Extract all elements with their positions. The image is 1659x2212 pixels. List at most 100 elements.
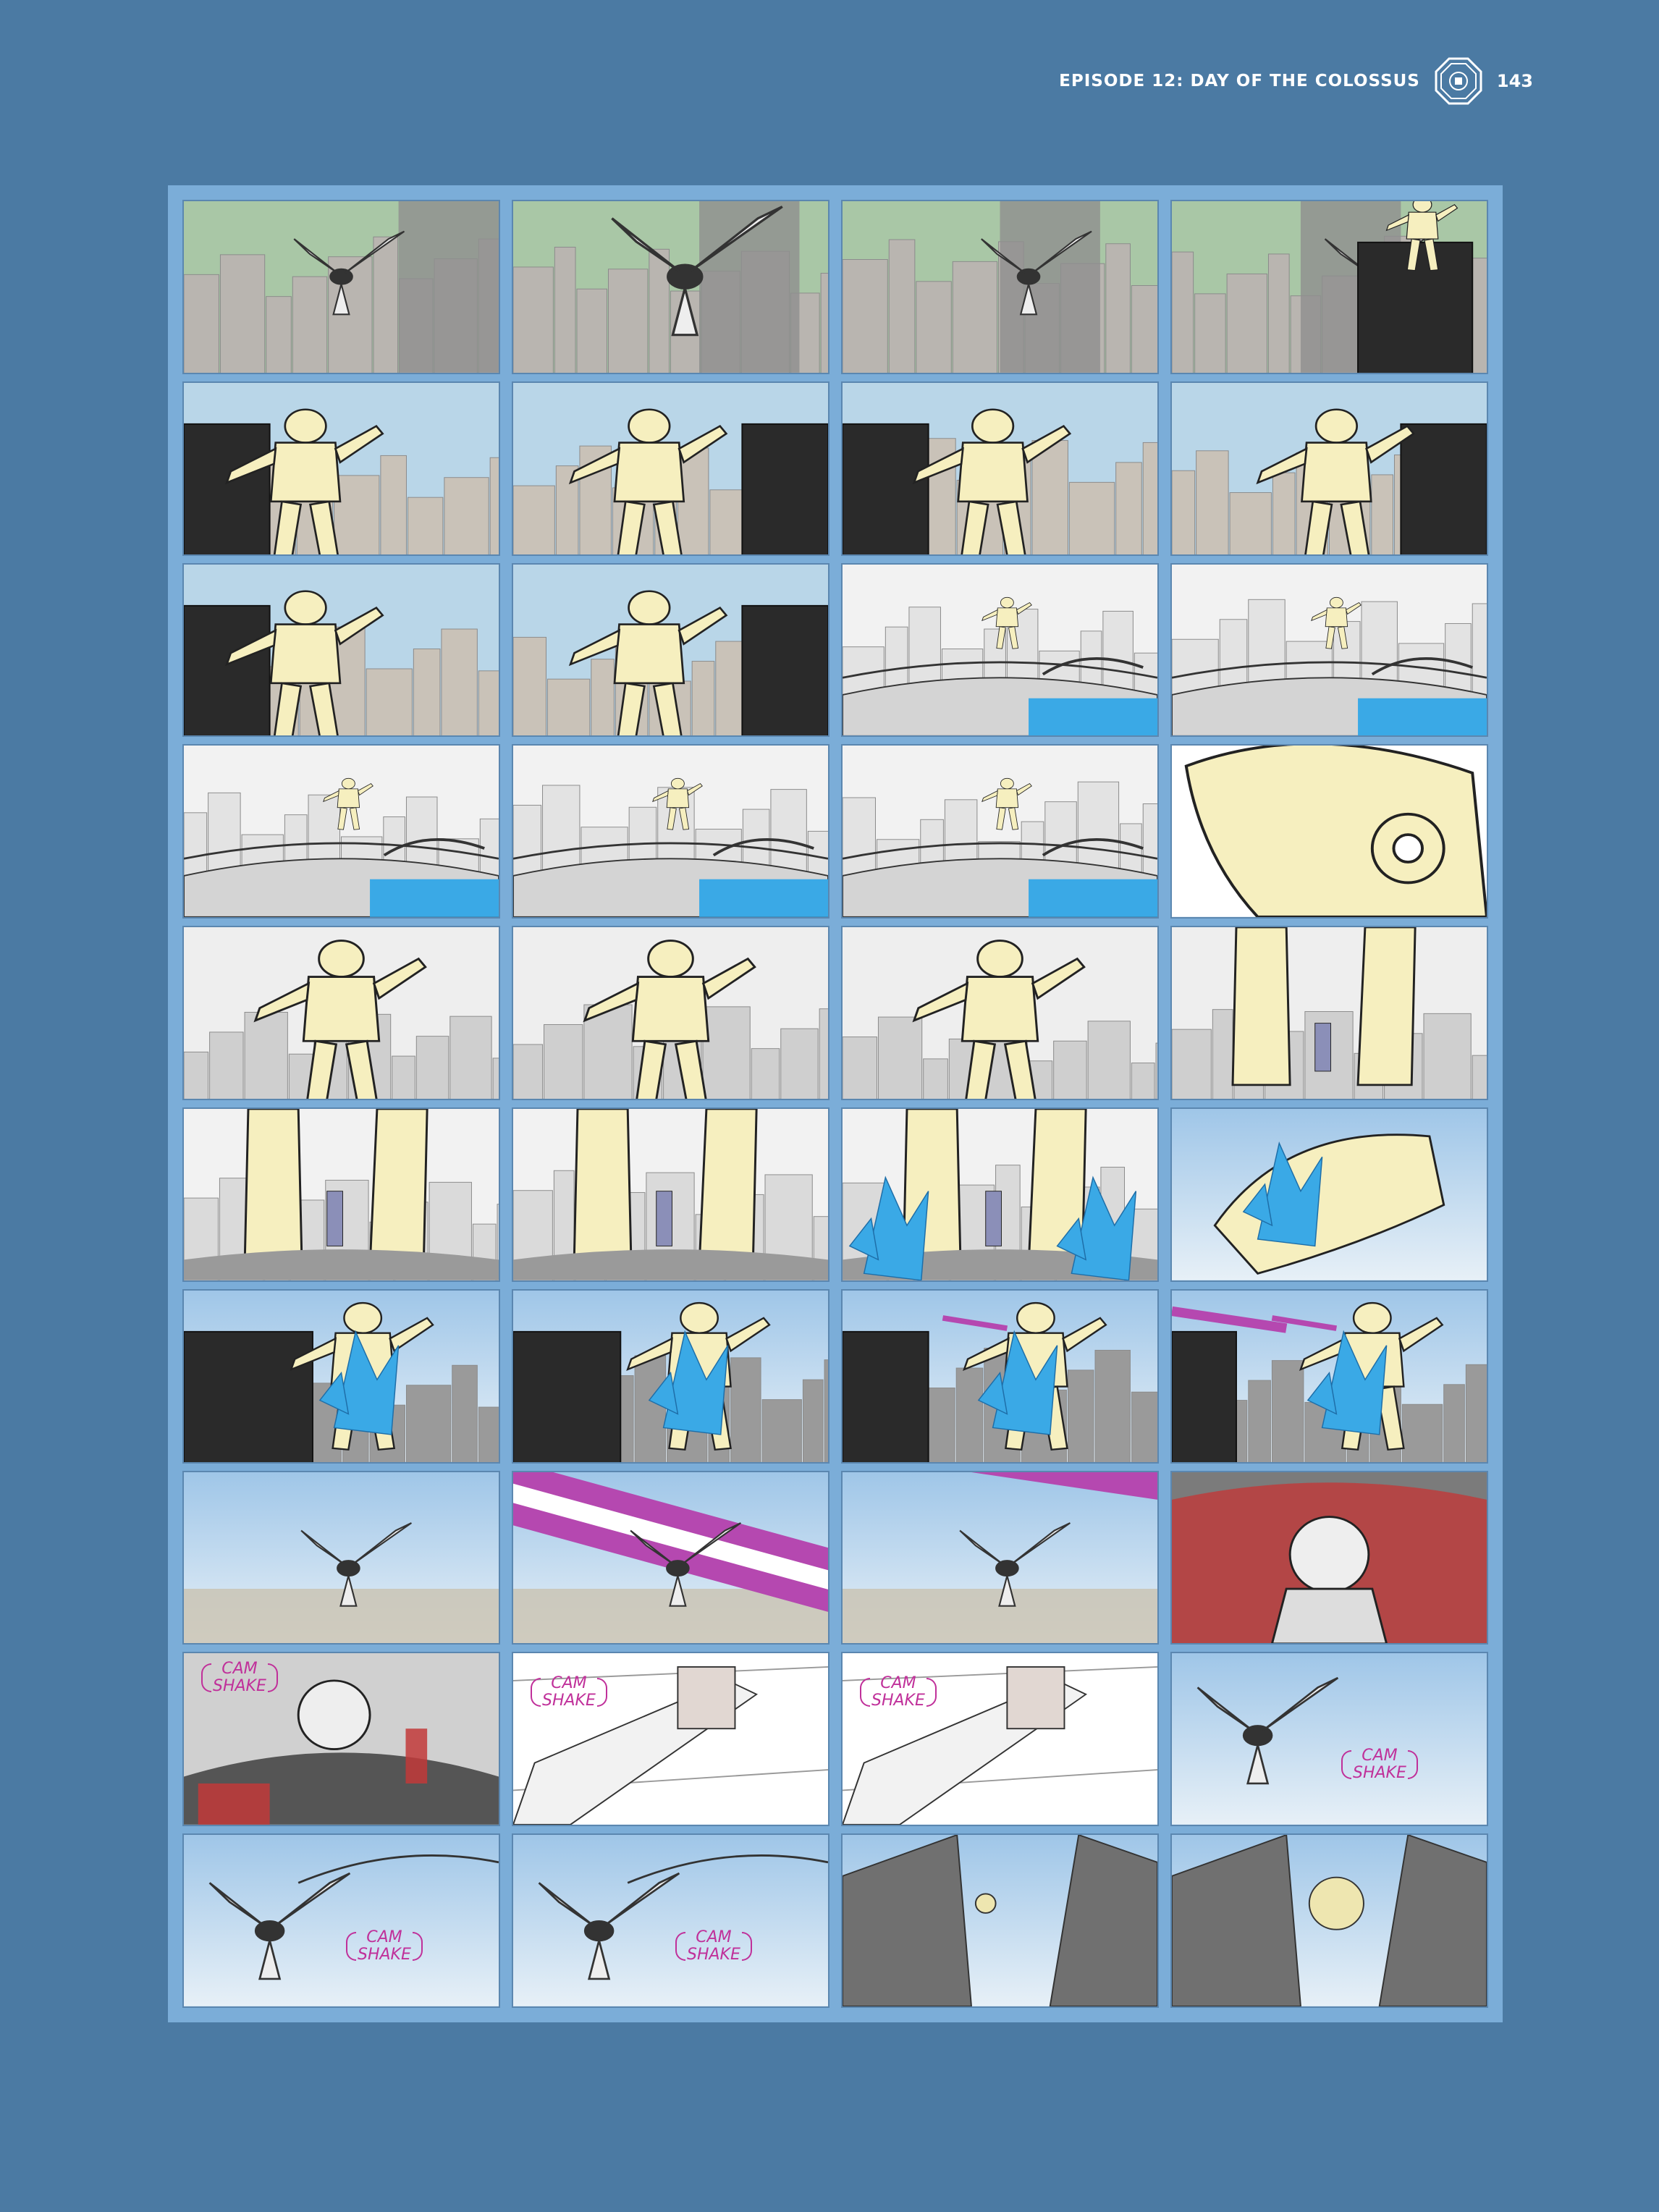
storyboard-panel-22 [512,1107,830,1282]
storyboard-panel-40 [1170,1833,1488,2008]
storyboard-panel-31 [841,1470,1159,1645]
storyboard-panel-3 [841,200,1159,374]
panel-illustration [843,1653,1157,1825]
panel-illustration [1172,1472,1487,1644]
cam-shake-note: CAM SHAKE [346,1928,423,1964]
storyboard-panel-37: CAM SHAKE [182,1833,500,2008]
panel-illustration [184,1472,499,1644]
storyboard-panel-14 [512,744,830,919]
storyboard-panel-23 [841,1107,1159,1282]
panel-illustration [843,1290,1157,1462]
storyboard-panel-20 [1170,926,1488,1100]
cam-shake-note: CAM SHAKE [201,1660,278,1696]
storyboard-panel-10 [512,562,830,738]
storyboard-panel-30 [512,1470,830,1645]
cam-note-line2: SHAKE [358,1946,411,1964]
storyboard-grid: CAM SHAKE CAM SHAKE CAM SHAKE CAM SHAKE CAM SHA… [182,200,1488,2008]
panel-illustration [513,564,828,736]
storyboard-panel-1 [182,200,500,374]
storyboard-panel-7 [841,381,1159,556]
storyboard-panel-4 [1170,200,1488,374]
panel-illustration [843,927,1157,1099]
storyboard-panel-5 [182,381,500,556]
storyboard-panel-12 [1170,562,1488,738]
storyboard-panel-36: CAM SHAKE [1170,1652,1488,1827]
storyboard-panel-16 [1170,744,1488,919]
storyboard-panel-11 [841,562,1159,738]
cam-shake-note: CAM SHAKE [1341,1747,1418,1783]
storyboard-panel-2 [512,200,830,374]
storyboard-panel-17 [182,926,500,1100]
panel-illustration [843,201,1157,373]
storyboard-frame: CAM SHAKE CAM SHAKE CAM SHAKE CAM SHAKE CAM SHA… [168,185,1503,2022]
panel-illustration [184,1290,499,1462]
cam-note-line2: SHAKE [542,1692,596,1710]
panel-illustration [513,746,828,918]
storyboard-panel-13 [182,744,500,919]
panel-illustration [513,1109,828,1280]
panel-illustration [1172,1290,1487,1462]
cam-note-line1: CAM [880,1674,916,1693]
storyboard-panel-24 [1170,1107,1488,1282]
cam-shake-note: CAM SHAKE [531,1674,607,1710]
cam-note-line2: SHAKE [213,1677,266,1696]
storyboard-panel-27 [841,1288,1159,1464]
octagon-emblem-icon [1435,57,1482,105]
panel-illustration [184,1835,499,2006]
panel-illustration [1172,564,1487,736]
panel-illustration [513,382,828,554]
panel-illustration [843,1835,1157,2006]
panel-illustration [1172,1109,1487,1280]
panel-illustration [513,1835,828,2006]
cam-note-line2: SHAKE [687,1946,740,1964]
cam-note-line2: SHAKE [871,1692,925,1710]
storyboard-panel-8 [1170,381,1488,556]
storyboard-panel-15 [841,744,1159,919]
cam-note-line1: CAM [221,1660,258,1679]
panel-illustration [1172,382,1487,554]
storyboard-panel-28 [1170,1288,1488,1464]
storyboard-panel-26 [512,1288,830,1464]
panel-illustration [513,1472,828,1644]
panel-illustration [843,746,1157,918]
page-number: 143 [1496,71,1533,91]
storyboard-panel-34: CAM SHAKE [512,1652,830,1827]
panel-illustration [184,1109,499,1280]
storyboard-panel-25 [182,1288,500,1464]
panel-illustration [1172,1653,1487,1825]
panel-illustration [513,1653,828,1825]
panel-illustration [513,1290,828,1462]
cam-note-line1: CAM [366,1928,402,1947]
cam-note-line1: CAM [696,1928,732,1947]
panel-illustration [513,927,828,1099]
panel-illustration [184,201,499,373]
panel-illustration [1172,1835,1487,2006]
cam-shake-note: CAM SHAKE [860,1674,937,1710]
panel-illustration [184,746,499,918]
panel-illustration [1172,201,1487,373]
storyboard-panel-9 [182,562,500,738]
panel-illustration [184,927,499,1099]
cam-shake-note: CAM SHAKE [675,1928,752,1964]
page-header: EPISODE 12: DAY OF THE COLOSSUS 143 [1059,57,1533,105]
storyboard-panel-18 [512,926,830,1100]
panel-illustration [184,382,499,554]
storyboard-panel-33: CAM SHAKE [182,1652,500,1827]
storyboard-panel-21 [182,1107,500,1282]
cam-note-line1: CAM [1362,1747,1398,1765]
storyboard-panel-32 [1170,1470,1488,1645]
cam-note-line2: SHAKE [1353,1764,1406,1783]
storyboard-panel-29 [182,1470,500,1645]
storyboard-panel-19 [841,926,1159,1100]
panel-illustration [184,564,499,736]
panel-illustration [513,201,828,373]
storyboard-panel-39 [841,1833,1159,2008]
panel-illustration [843,1109,1157,1280]
cam-note-line1: CAM [551,1674,587,1693]
storyboard-panel-6 [512,381,830,556]
episode-title: EPISODE 12: DAY OF THE COLOSSUS [1059,72,1420,90]
panel-illustration [1172,927,1487,1099]
panel-illustration [843,564,1157,736]
panel-illustration [843,382,1157,554]
panel-illustration [843,1472,1157,1644]
